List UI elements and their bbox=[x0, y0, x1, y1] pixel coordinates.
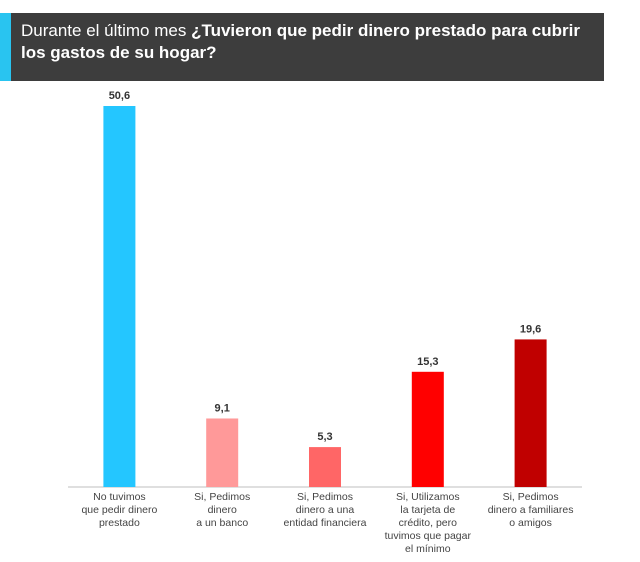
bar-3 bbox=[309, 447, 341, 487]
category-label-3: Si, Pedimos dinero a una entidad financier… bbox=[284, 491, 367, 529]
category-label-2: Si, Pedimos dinero a un banco bbox=[194, 491, 250, 529]
data-label-4: 15,3 bbox=[417, 356, 438, 368]
data-label-5: 19,6 bbox=[520, 323, 541, 335]
bar-4 bbox=[411, 371, 444, 487]
bar-5 bbox=[514, 339, 547, 487]
data-label-1: 50,6 bbox=[109, 90, 130, 102]
chart-title: Durante el último mes ¿Tuvieron que pedi… bbox=[21, 20, 591, 64]
category-label-5: Si, Pedimos dinero a familiares o amigos bbox=[488, 491, 574, 529]
bar-2 bbox=[206, 418, 239, 487]
category-label-4: Si, Utilizamos la tarjeta de crédito, pero… bbox=[385, 491, 472, 555]
chart-title-bar: Durante el último mes ¿Tuvieron que pedi… bbox=[0, 13, 604, 81]
data-label-3: 5,3 bbox=[317, 431, 332, 443]
category-label-1: No tuvimos que pedir dinero prestado bbox=[81, 491, 157, 529]
bar-1 bbox=[103, 106, 136, 487]
chart-title-normal: Durante el último mes bbox=[21, 21, 192, 40]
title-accent-stripe bbox=[0, 13, 11, 81]
data-label-2: 9,1 bbox=[215, 402, 230, 414]
chart-title-bold: ¿Tuvieron que pedir dinero prestado para… bbox=[21, 21, 580, 62]
